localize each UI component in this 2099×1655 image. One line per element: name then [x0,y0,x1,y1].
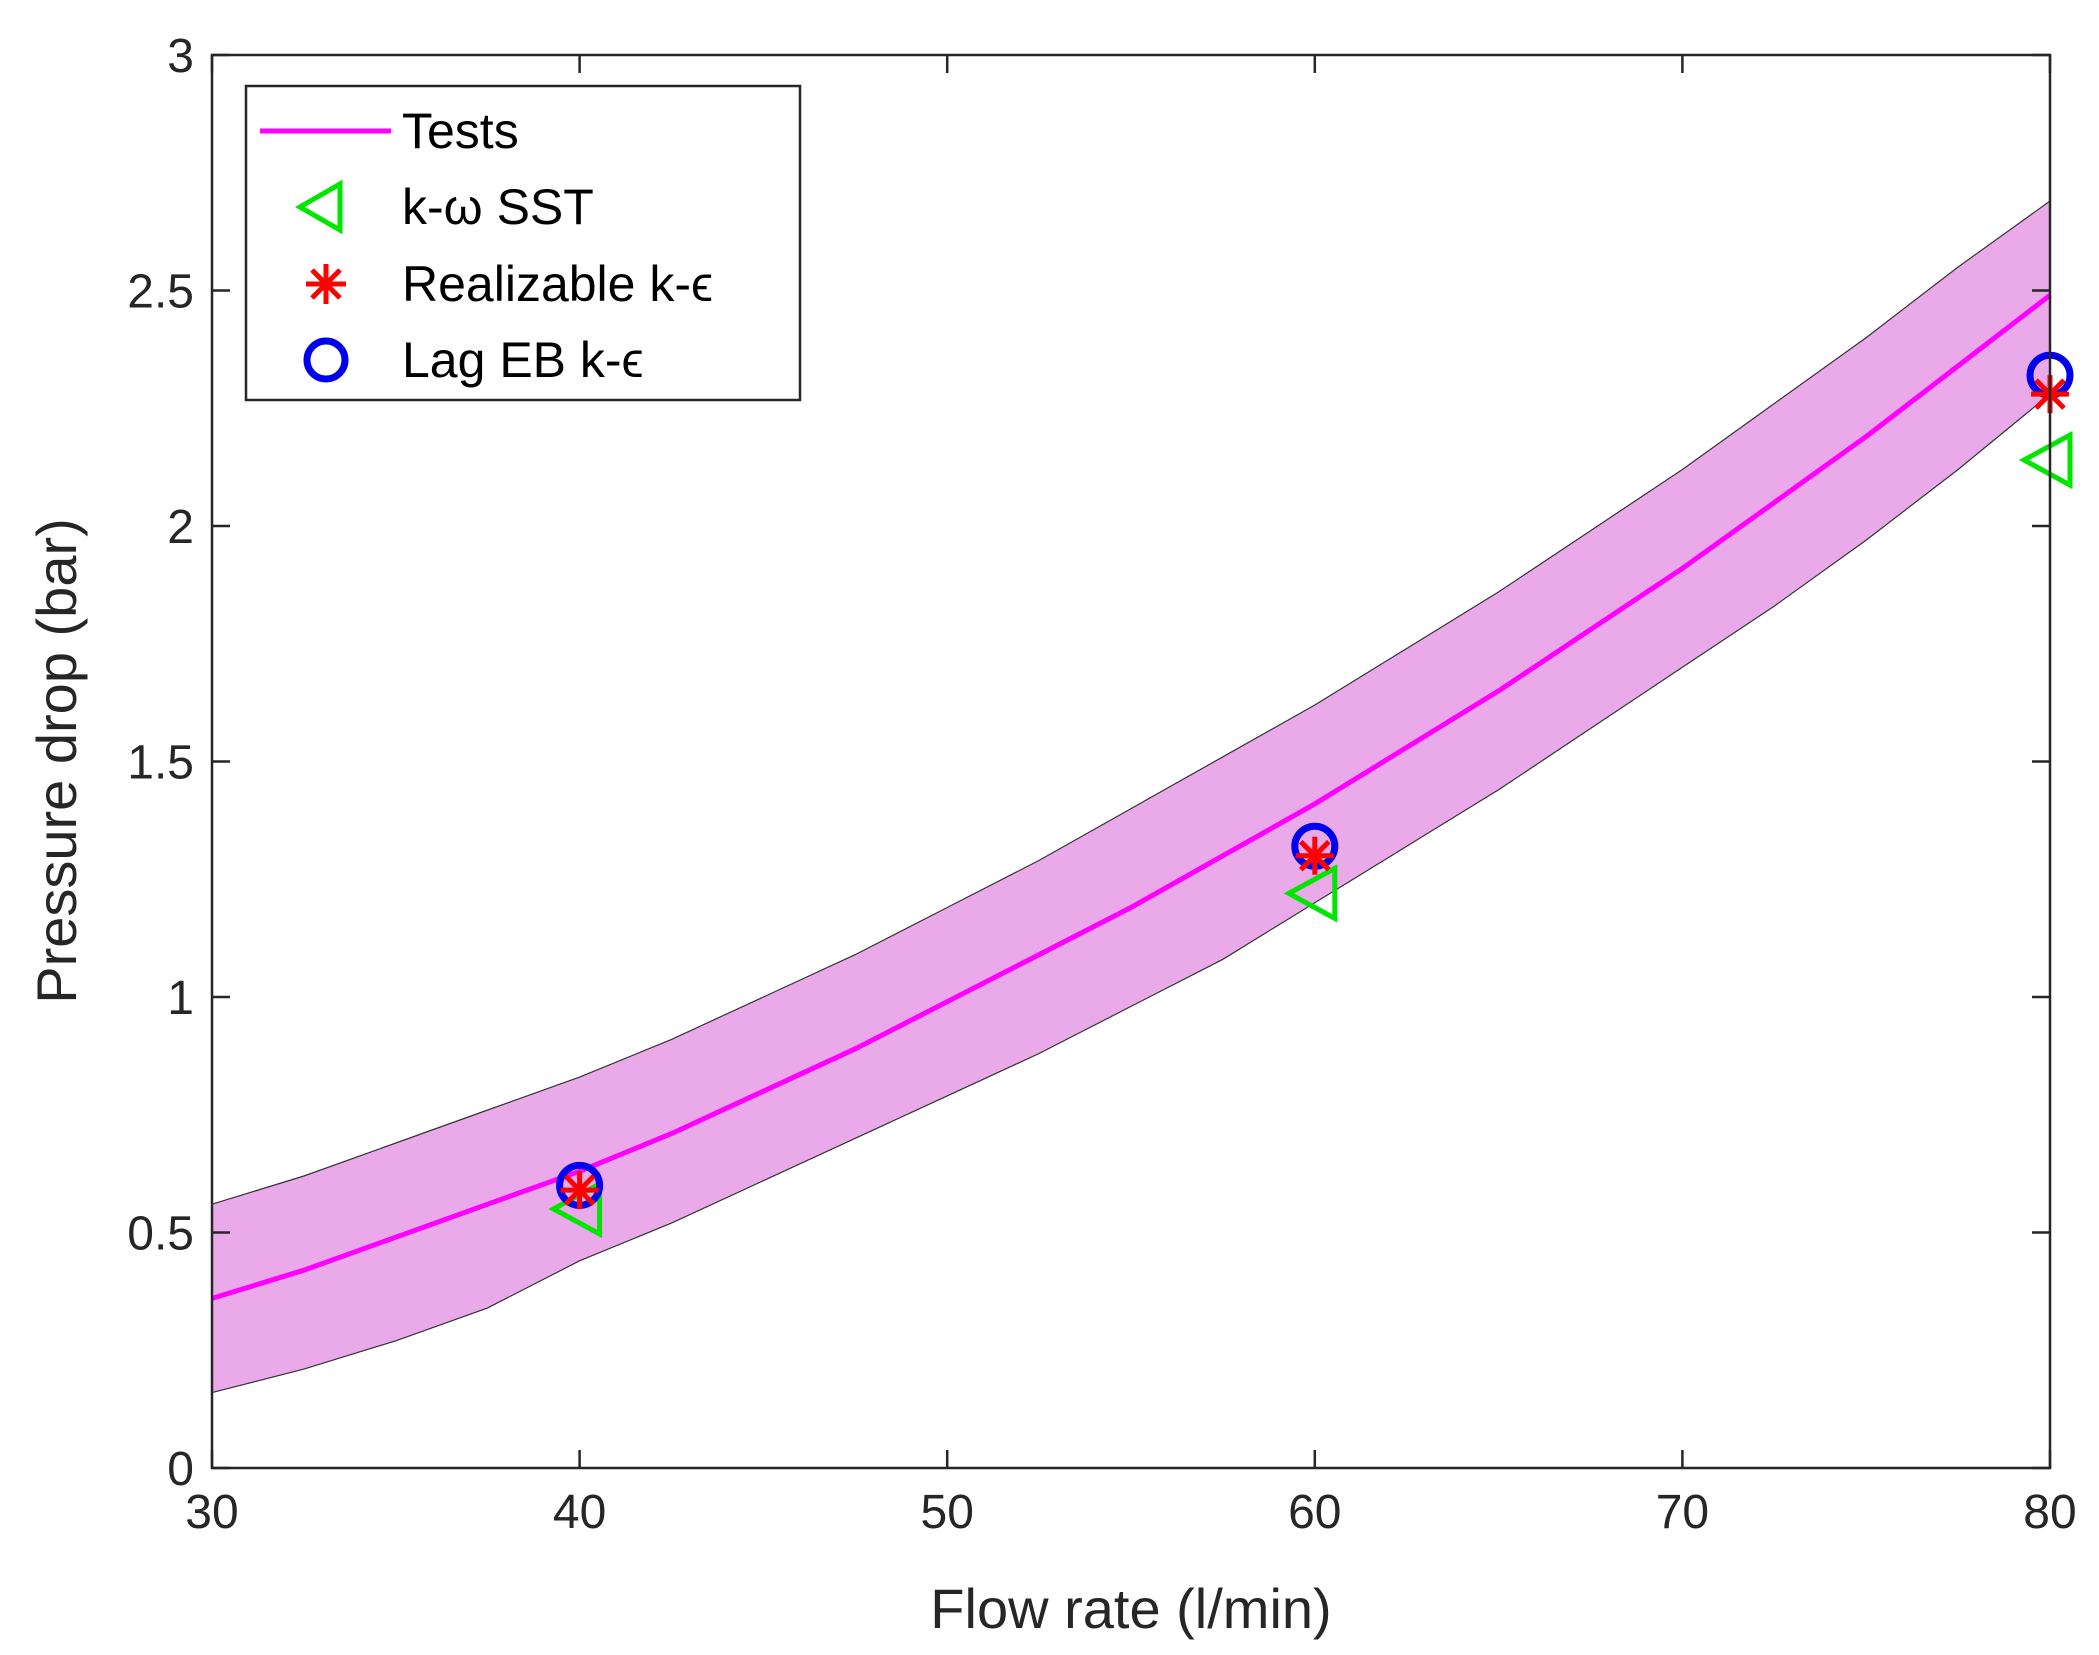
x-tick-label-60: 60 [1288,1486,1341,1539]
y-tick-label-0.5: 0.5 [127,1208,194,1261]
tests-line-layer [211,293,2052,1301]
y-tick-label-2: 2 [167,501,194,554]
band-upper-edge [211,200,2051,1205]
x-axis-title: Flow rate (l/min) [930,1577,1331,1640]
tests-line [211,293,2052,1301]
y-tick-label-0: 0 [167,1443,194,1496]
y-tick-label-2.5: 2.5 [127,266,194,319]
legend-komega-sst-label: k-ω SST [402,179,594,235]
x-tick-label-70: 70 [1656,1486,1709,1539]
x-tick-label-50: 50 [921,1486,974,1539]
legend-lag-eb-label: Lag EB k-ϵ [402,332,644,388]
tick-layer: 30 40 50 60 70 80 0 0.5 1 1.5 2 2.5 3 [127,30,2076,1539]
y-axis-title: Pressure drop (bar) [25,518,88,1004]
legend-triangle-left-icon [294,179,343,235]
x-tick-label-40: 40 [553,1486,606,1539]
legend-asterisk-icon [306,264,346,304]
y-tick-label-1: 1 [167,972,194,1025]
legend-tests-label: Tests [402,103,519,159]
x-tick-label-30: 30 [185,1486,238,1539]
x-tick-label-80: 80 [2023,1486,2076,1539]
legend-realizable-label: Realizable k-ϵ [402,256,713,312]
legend-circle-icon [303,337,349,383]
y-tick-label-3: 3 [167,30,194,83]
marker-triangle-left-1 [1283,864,1338,923]
y-tick-label-1.5: 1.5 [127,737,194,790]
marker-triangle-left-2 [2018,430,2073,490]
band-lower-edge [211,393,2051,1394]
marker-asterisk-1 [1295,836,1334,875]
marker-asterisk-0 [560,1171,599,1210]
legend: Tests k-ω SST Realizable k-ϵ Lag EB k-ϵ [244,84,802,402]
uncertainty-band [212,201,2050,1393]
uncertainty-band-layer [211,200,2051,1394]
